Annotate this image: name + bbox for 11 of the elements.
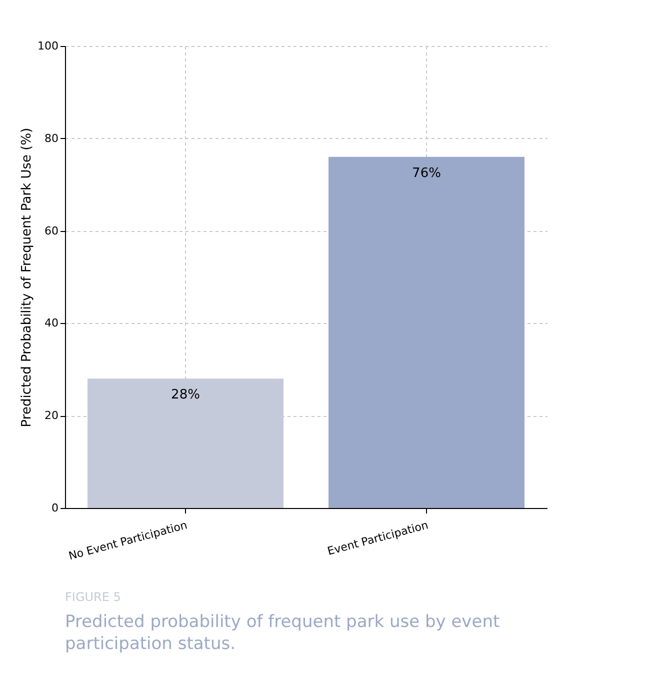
y-tick-label: 60 (44, 224, 58, 238)
data-label: 28% (171, 388, 200, 403)
y-tick-label: 20 (44, 409, 58, 422)
text: Predicted probability of frequent park use by event participation status. (65, 612, 500, 654)
y-tick-label: 80 (44, 132, 58, 145)
caption: FIGURE 5 (65, 590, 121, 604)
y-axis-title: Predicted Probability of Frequent Park Use (%) (20, 128, 35, 428)
y-tick-label: 0 (52, 502, 58, 514)
data-label: 76% (412, 166, 441, 181)
y-tick-label: 100 (38, 40, 58, 52)
y-tick-label: 40 (44, 316, 58, 330)
